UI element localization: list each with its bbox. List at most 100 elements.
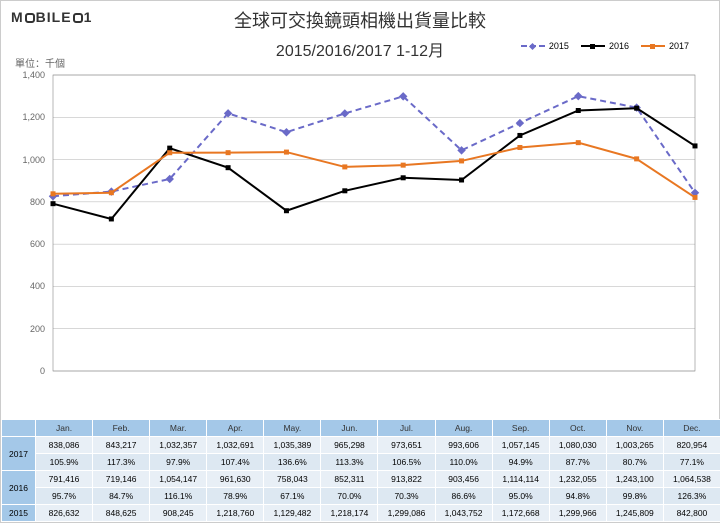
table-header-cell: May. bbox=[264, 420, 321, 437]
table-header-cell: Aug. bbox=[435, 420, 492, 437]
table-cell: 719,146 bbox=[93, 471, 150, 488]
table-row: 2017838,086843,2171,032,3571,032,6911,03… bbox=[2, 437, 720, 454]
table-cell: 1,299,086 bbox=[378, 505, 435, 522]
table-cell: 95.0% bbox=[492, 488, 549, 505]
line-chart bbox=[49, 71, 699, 391]
table-cell: 97.9% bbox=[150, 454, 207, 471]
table-cell: 86.6% bbox=[435, 488, 492, 505]
table-cell: 826,632 bbox=[36, 505, 93, 522]
table-cell: 84.7% bbox=[93, 488, 150, 505]
table-cell: 965,298 bbox=[321, 437, 378, 454]
table-cell: 78.9% bbox=[207, 488, 264, 505]
table-cell: 107.4% bbox=[207, 454, 264, 471]
table-cell: 87.7% bbox=[549, 454, 606, 471]
table-cell: 94.9% bbox=[492, 454, 549, 471]
table-cell: 843,217 bbox=[93, 437, 150, 454]
chart-title: 全球可交換鏡頭相機出貨量比較 bbox=[1, 1, 719, 33]
table-row: 2015826,632848,625908,2451,218,7601,129,… bbox=[2, 505, 720, 522]
legend-label: 2017 bbox=[669, 41, 689, 51]
table-cell: 973,651 bbox=[378, 437, 435, 454]
table-header-cell: Sep. bbox=[492, 420, 549, 437]
table-cell: 1,043,752 bbox=[435, 505, 492, 522]
table-cell: 1,114,114 bbox=[492, 471, 549, 488]
table-cell: 80.7% bbox=[606, 454, 663, 471]
y-tick-label: 1,200 bbox=[1, 112, 45, 122]
legend-item-2016: 2016 bbox=[581, 41, 629, 51]
y-tick-label: 800 bbox=[1, 197, 45, 207]
table-row: 2016791,416719,1461,054,147961,630758,04… bbox=[2, 471, 720, 488]
unit-label: 單位：千個 bbox=[15, 55, 65, 70]
table-cell: 1,129,482 bbox=[264, 505, 321, 522]
table-header-row: Jan.Feb.Mar.Apr.May.Jun.Jul.Aug.Sep.Oct.… bbox=[2, 420, 720, 437]
table-body: 2017838,086843,2171,032,3571,032,6911,03… bbox=[2, 437, 720, 522]
table-cell: 820,954 bbox=[663, 437, 720, 454]
table-cell: 113.3% bbox=[321, 454, 378, 471]
table-header-cell: Nov. bbox=[606, 420, 663, 437]
table-cell: 110.0% bbox=[435, 454, 492, 471]
table-cell: 913,822 bbox=[378, 471, 435, 488]
table-cell: 1,245,809 bbox=[606, 505, 663, 522]
table-cell: 1,064,538 bbox=[663, 471, 720, 488]
table-cell: 1,003,265 bbox=[606, 437, 663, 454]
table-cell: 70.3% bbox=[378, 488, 435, 505]
table-cell: 1,032,691 bbox=[207, 437, 264, 454]
table-cell: 1,218,174 bbox=[321, 505, 378, 522]
table-header-cell: Jun. bbox=[321, 420, 378, 437]
table-cell: 1,054,147 bbox=[150, 471, 207, 488]
table-cell: 1,035,389 bbox=[264, 437, 321, 454]
table-cell: 1,057,145 bbox=[492, 437, 549, 454]
table-cell: 838,086 bbox=[36, 437, 93, 454]
table-cell: 136.6% bbox=[264, 454, 321, 471]
data-table: Jan.Feb.Mar.Apr.May.Jun.Jul.Aug.Sep.Oct.… bbox=[1, 419, 720, 522]
table-header-cell: Apr. bbox=[207, 420, 264, 437]
table-cell: 99.8% bbox=[606, 488, 663, 505]
table-cell: 993,606 bbox=[435, 437, 492, 454]
logo: MBILE1 bbox=[11, 9, 92, 25]
table-cell: 116.1% bbox=[150, 488, 207, 505]
table-year-label: 2016 bbox=[2, 471, 36, 505]
y-tick-label: 200 bbox=[1, 324, 45, 334]
table-cell: 77.1% bbox=[663, 454, 720, 471]
y-tick-label: 1,000 bbox=[1, 155, 45, 165]
table-cell: 842,800 bbox=[663, 505, 720, 522]
table-cell: 70.0% bbox=[321, 488, 378, 505]
data-table-wrap: Jan.Feb.Mar.Apr.May.Jun.Jul.Aug.Sep.Oct.… bbox=[1, 419, 720, 522]
table-cell: 105.9% bbox=[36, 454, 93, 471]
legend-item-2017: 2017 bbox=[641, 41, 689, 51]
table-cell: 67.1% bbox=[264, 488, 321, 505]
table-cell: 1,172,668 bbox=[492, 505, 549, 522]
table-header-cell: Jan. bbox=[36, 420, 93, 437]
table-cell: 908,245 bbox=[150, 505, 207, 522]
table-cell: 758,043 bbox=[264, 471, 321, 488]
table-year-label: 2017 bbox=[2, 437, 36, 471]
table-year-label: 2015 bbox=[2, 505, 36, 522]
table-cell: 1,232,055 bbox=[549, 471, 606, 488]
table-cell: 852,311 bbox=[321, 471, 378, 488]
table-cell: 1,218,760 bbox=[207, 505, 264, 522]
table-cell: 791,416 bbox=[36, 471, 93, 488]
table-cell: 1,080,030 bbox=[549, 437, 606, 454]
table-cell: 1,243,100 bbox=[606, 471, 663, 488]
legend-item-2015: 2015 bbox=[521, 41, 569, 51]
table-cell: 94.8% bbox=[549, 488, 606, 505]
table-cell: 903,456 bbox=[435, 471, 492, 488]
table-cell: 1,299,966 bbox=[549, 505, 606, 522]
legend-label: 2015 bbox=[549, 41, 569, 51]
table-cell: 117.3% bbox=[93, 454, 150, 471]
table-cell: 95.7% bbox=[36, 488, 93, 505]
legend: 2015 2016 2017 bbox=[509, 39, 689, 51]
chart-container: MBILE1 全球可交換鏡頭相機出貨量比較 2015/2016/2017 1-1… bbox=[0, 0, 720, 523]
legend-label: 2016 bbox=[609, 41, 629, 51]
y-tick-label: 400 bbox=[1, 281, 45, 291]
table-header-cell: Jul. bbox=[378, 420, 435, 437]
y-tick-label: 0 bbox=[1, 366, 45, 376]
table-cell: 1,032,357 bbox=[150, 437, 207, 454]
y-tick-label: 600 bbox=[1, 239, 45, 249]
table-cell: 961,630 bbox=[207, 471, 264, 488]
table-header-cell: Feb. bbox=[93, 420, 150, 437]
table-header-cell bbox=[2, 420, 36, 437]
table-header-cell: Dec. bbox=[663, 420, 720, 437]
table-cell: 848,625 bbox=[93, 505, 150, 522]
table-row: 105.9%117.3%97.9%107.4%136.6%113.3%106.5… bbox=[2, 454, 720, 471]
table-row: 95.7%84.7%116.1%78.9%67.1%70.0%70.3%86.6… bbox=[2, 488, 720, 505]
